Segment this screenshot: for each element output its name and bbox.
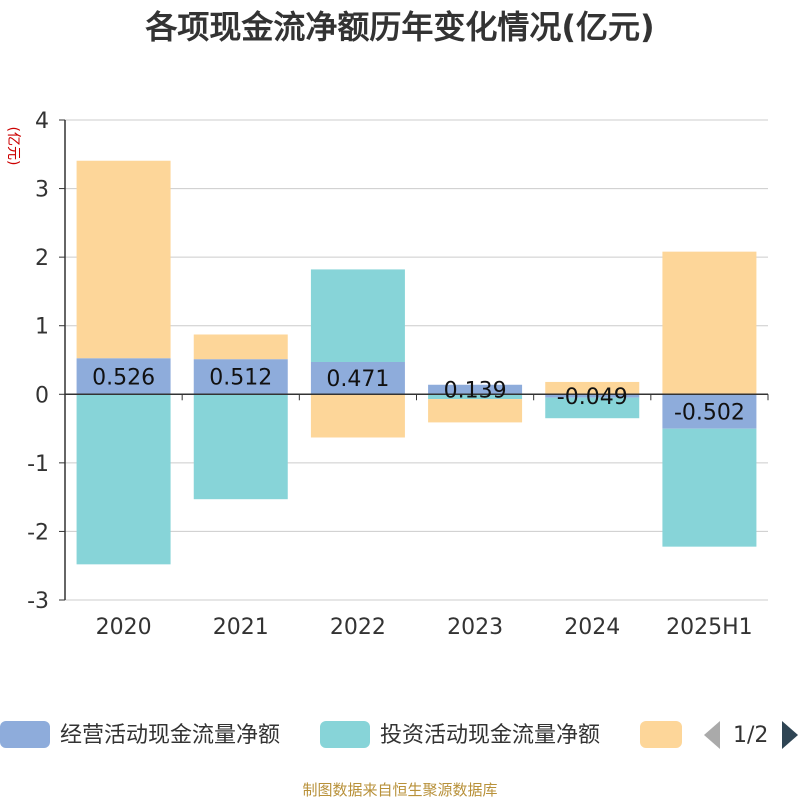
- x-tick-label: 2025H1: [666, 615, 753, 640]
- bar-series2-2023[interactable]: [428, 399, 523, 423]
- bar-series0-2025H1[interactable]: [662, 394, 757, 429]
- data-label: 0.526: [92, 365, 155, 390]
- legend-swatch-financing[interactable]: [640, 721, 682, 748]
- x-tick-label: 2021: [213, 615, 269, 640]
- bar-series0-2020[interactable]: [76, 358, 171, 395]
- bar-series2-2022[interactable]: [310, 394, 405, 438]
- x-tick-label: 2023: [447, 615, 503, 640]
- data-label: 0.139: [444, 379, 507, 404]
- y-tick-label: -3: [27, 589, 49, 614]
- y-tick-label: 0: [35, 383, 49, 408]
- data-label: 0.512: [209, 366, 272, 391]
- chart-title: 各项现金流净额历年变化情况(亿元): [145, 8, 654, 46]
- legend-swatch-investing[interactable]: [320, 721, 370, 748]
- legend-label-investing[interactable]: 投资活动现金流量净额: [380, 723, 600, 748]
- bar-series2-2024[interactable]: [545, 381, 640, 395]
- bars: [76, 160, 757, 565]
- data-labels: 0.526 0.512 0.471 0.139 -0.049 -0.502: [92, 365, 745, 425]
- bar-series0-2022[interactable]: [310, 361, 405, 395]
- bar-series1-2025H1[interactable]: [662, 428, 757, 547]
- y-tick-label: 1: [35, 315, 49, 340]
- bar-series2-2021[interactable]: [193, 334, 288, 360]
- data-label: -0.049: [557, 385, 628, 410]
- y-tick-label: -2: [27, 520, 49, 545]
- bar-series1-2020[interactable]: [76, 394, 171, 565]
- bar-series1-2022[interactable]: [310, 269, 405, 362]
- y-tick-label: 3: [35, 178, 49, 203]
- y-tick-label: 4: [35, 109, 49, 134]
- legend-next-page-icon[interactable]: [782, 721, 798, 749]
- y-tick-label: 2: [35, 246, 49, 271]
- legend-prev-page-icon[interactable]: [704, 721, 720, 749]
- axes: -3 -2 -1 0 1 2 3 4 2020 2021 2022 2023 2024 2025H1: [27, 109, 769, 640]
- data-label: -0.502: [674, 400, 745, 425]
- bar-series0-2023[interactable]: [428, 384, 523, 395]
- legend: 经营活动现金流量净额 投资活动现金流量净额 1/2: [0, 721, 798, 749]
- bar-series0-2021[interactable]: [193, 359, 288, 395]
- x-tick-label: 2020: [96, 615, 152, 640]
- legend-label-operating[interactable]: 经营活动现金流量净额: [60, 723, 280, 748]
- x-tick-label: 2022: [330, 615, 386, 640]
- y-axis-unit-label: (亿元): [5, 127, 21, 166]
- data-label: 0.471: [326, 367, 389, 392]
- data-source-note: 制图数据来自恒生聚源数据库: [302, 781, 497, 799]
- bar-series2-2025H1[interactable]: [662, 251, 757, 395]
- legend-page-indicator: 1/2: [733, 723, 768, 748]
- bar-series2-2020[interactable]: [76, 160, 171, 359]
- y-tick-label: -1: [27, 452, 49, 477]
- bar-series1-2021[interactable]: [193, 394, 288, 500]
- x-tick-label: 2024: [564, 615, 620, 640]
- bar-series0-2024[interactable]: [545, 394, 640, 398]
- bar-series1-2023[interactable]: [428, 394, 523, 400]
- grid-lines: [65, 119, 768, 601]
- bar-series1-2024[interactable]: [545, 397, 640, 419]
- legend-swatch-operating[interactable]: [0, 721, 50, 748]
